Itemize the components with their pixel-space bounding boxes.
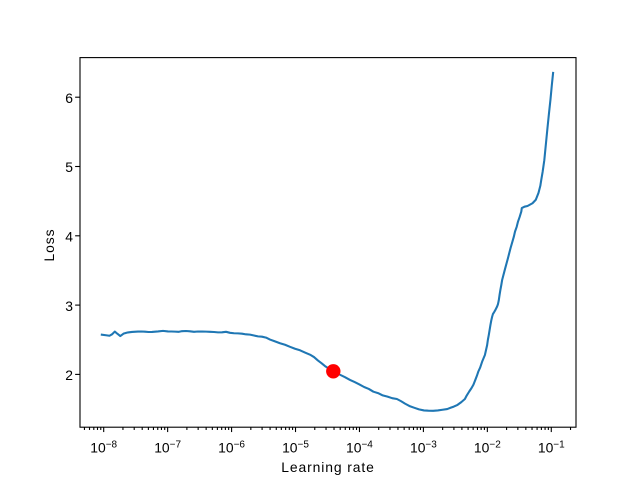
svg-text:3: 3 <box>65 298 73 314</box>
svg-text:6: 6 <box>65 90 73 106</box>
svg-text:2: 2 <box>65 367 73 383</box>
svg-text:Loss: Loss <box>41 229 57 262</box>
svg-text:Learning rate: Learning rate <box>281 459 375 475</box>
svg-text:4: 4 <box>65 229 73 245</box>
svg-text:5: 5 <box>65 159 73 175</box>
